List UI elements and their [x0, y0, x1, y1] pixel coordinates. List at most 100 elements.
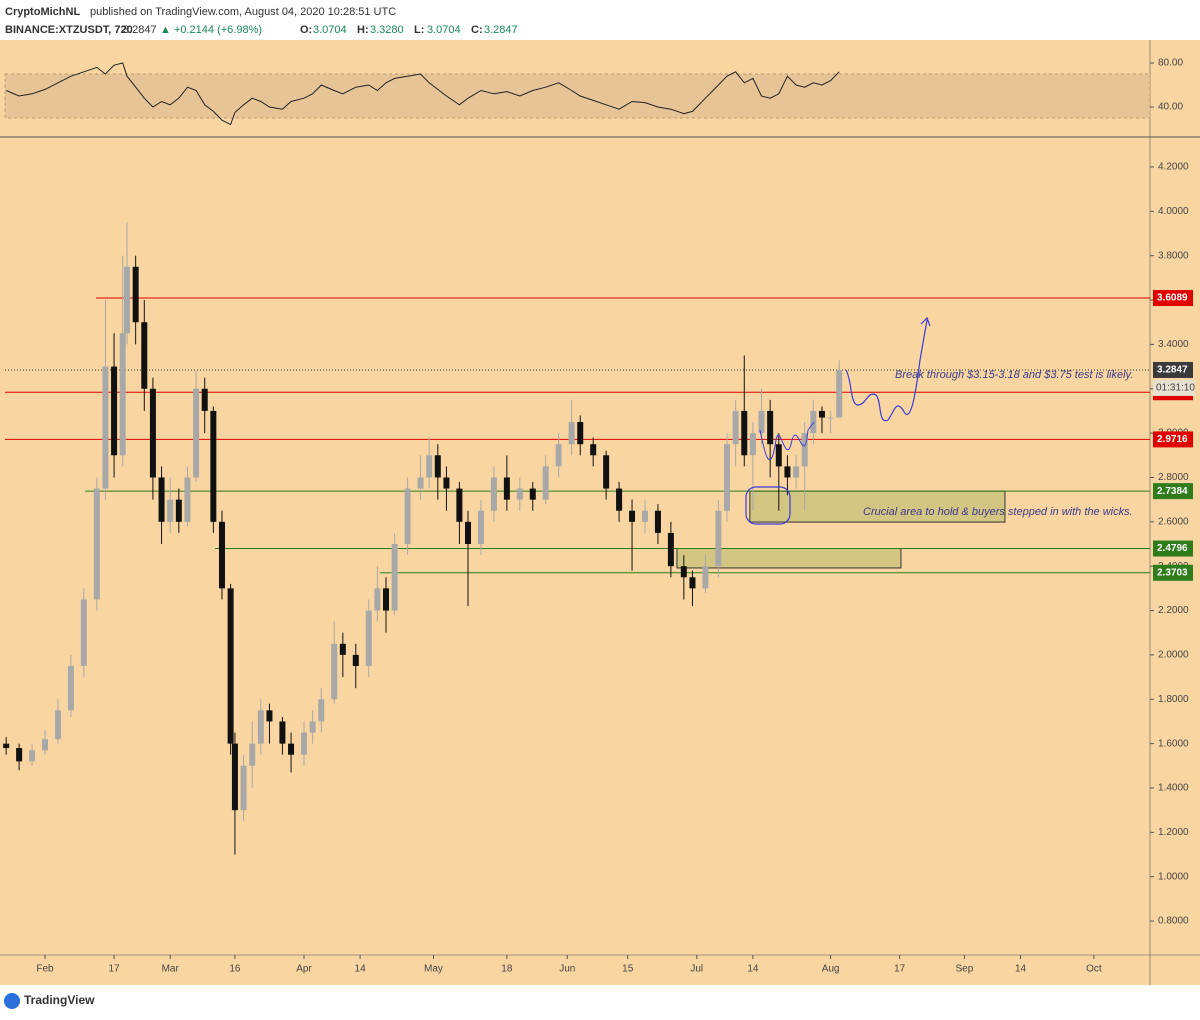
candle-body: [577, 422, 584, 445]
y-tick-label: 3.4000: [1158, 339, 1189, 350]
y-tick-label: 1.2000: [1158, 827, 1189, 838]
candle-body: [309, 721, 316, 733]
wick-drawing: [759, 421, 815, 461]
candle-body: [175, 499, 182, 522]
candle-body: [210, 410, 217, 522]
candle-body: [266, 710, 273, 722]
brand: TradingView: [24, 993, 95, 1007]
candle-body: [836, 369, 843, 418]
candle-body: [93, 488, 100, 600]
y-tick-label: 2.6000: [1158, 516, 1189, 527]
y-tick-label: 4.0000: [1158, 206, 1189, 217]
candle-body: [257, 710, 264, 744]
x-tick-label: 14: [1015, 964, 1027, 975]
countdown: 01:31:10: [1156, 383, 1195, 394]
candle-body: [629, 510, 636, 522]
candle-body: [279, 721, 286, 744]
candle-body: [732, 410, 739, 445]
ohlc-value: 3.0704: [313, 24, 347, 36]
x-tick-label: 14: [355, 964, 367, 975]
candle-body: [603, 455, 610, 489]
brand-logo: [4, 993, 20, 1009]
candle-body: [184, 477, 191, 522]
candle-body: [80, 599, 87, 666]
candle-body: [767, 410, 774, 445]
x-tick-label: Apr: [296, 964, 312, 975]
x-tick-label: Sep: [955, 964, 973, 975]
candle-body: [288, 743, 295, 755]
candle-body: [231, 743, 238, 811]
candle-body: [723, 444, 730, 511]
candle-body: [529, 488, 536, 500]
ohlc-value: 3.0704: [427, 24, 461, 36]
candle-body: [542, 466, 549, 500]
candle-body: [818, 410, 825, 418]
annotation: Break through $3.15-3.18 and $3.75 test …: [895, 369, 1133, 381]
candle-body: [801, 433, 808, 467]
rsi-band: [4, 73, 1151, 119]
candle-body: [680, 566, 687, 578]
candle-body: [3, 743, 10, 749]
candle-body: [654, 510, 661, 533]
level-label-box: [1153, 431, 1193, 448]
y-tick-label: 4.2000: [1158, 162, 1189, 173]
candle-body: [141, 322, 148, 389]
candle-body: [132, 266, 139, 323]
candle-body: [102, 366, 109, 489]
y-tick-label: 1.4000: [1158, 783, 1189, 794]
candle-body: [590, 444, 597, 456]
candle-body: [516, 488, 523, 500]
zone: [676, 548, 902, 569]
y-tick-label: 1.6000: [1158, 738, 1189, 749]
candle-body: [775, 444, 782, 467]
level-label-box: [1153, 483, 1193, 500]
candle-body: [365, 610, 372, 666]
candle-body: [240, 765, 247, 811]
candle-body: [616, 488, 623, 511]
x-tick-label: Aug: [822, 964, 840, 975]
candle-body: [331, 643, 338, 700]
published: published on TradingView.com, August 04,…: [90, 6, 396, 18]
ohlc-label: H:: [357, 24, 369, 36]
candle-body: [568, 422, 575, 445]
candle-body: [404, 488, 411, 545]
ohlc-label: O:: [300, 24, 312, 36]
last-price-box: [1153, 361, 1193, 378]
candle-body: [702, 566, 709, 589]
y-tick-label: 2.0000: [1158, 650, 1189, 661]
candle-body: [741, 410, 748, 456]
level-label: 2.4796: [1157, 543, 1188, 554]
symbol: BINANCE:XTZUSDT, 720: [5, 24, 133, 36]
candle-body: [490, 477, 497, 511]
level-label: 2.7384: [1157, 486, 1188, 497]
x-tick-label: 16: [229, 964, 241, 975]
ohlc-label: C:: [471, 24, 483, 36]
candle-body: [249, 743, 256, 766]
candle-body: [201, 388, 208, 411]
x-tick-label: Jul: [690, 964, 703, 975]
annotation: Crucial area to hold & buyers stepped in…: [863, 506, 1133, 518]
y-tick-label: 1.0000: [1158, 871, 1189, 882]
candle-body: [715, 510, 722, 567]
change: ▲ +0.2144 (+6.98%): [160, 24, 262, 36]
candle-body: [417, 477, 424, 489]
y-tick-label: 1.8000: [1158, 694, 1189, 705]
level-label-box: [1153, 540, 1193, 557]
x-tick-label: Mar: [162, 964, 180, 975]
x-tick-label: May: [424, 964, 443, 975]
rsi-line: [6, 62, 840, 126]
candle-body: [29, 750, 36, 762]
candle-body: [465, 521, 472, 545]
author: CryptoMichNL: [5, 6, 80, 18]
candle-body: [16, 748, 23, 762]
candle-body: [689, 577, 696, 589]
candle-body: [758, 410, 765, 434]
candle-body: [827, 417, 834, 419]
candle-body: [443, 477, 450, 489]
candle-body: [434, 455, 441, 478]
candle-body: [793, 466, 800, 478]
candle-body: [391, 544, 398, 611]
level-label: 2.9716: [1157, 434, 1188, 445]
candle-body: [749, 433, 756, 456]
